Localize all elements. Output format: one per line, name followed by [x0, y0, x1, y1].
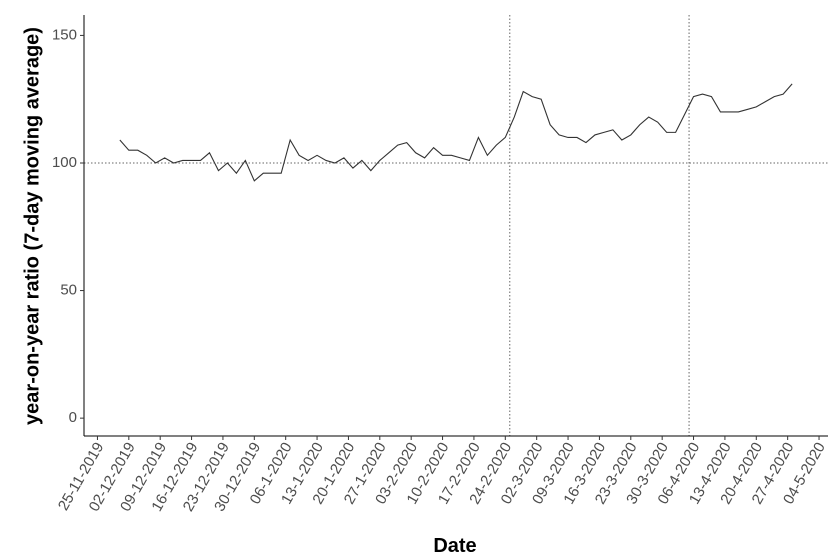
- y-tick-label: 0: [69, 409, 77, 426]
- x-axis-title: Date: [433, 535, 476, 557]
- line: [119, 83, 793, 182]
- y-tick-label: 100: [52, 154, 77, 171]
- y-axis-title: year-on-year ratio (7-day moving average…: [21, 27, 43, 425]
- y-tick-label: 50: [60, 282, 77, 299]
- y-tick-label: 150: [52, 26, 77, 43]
